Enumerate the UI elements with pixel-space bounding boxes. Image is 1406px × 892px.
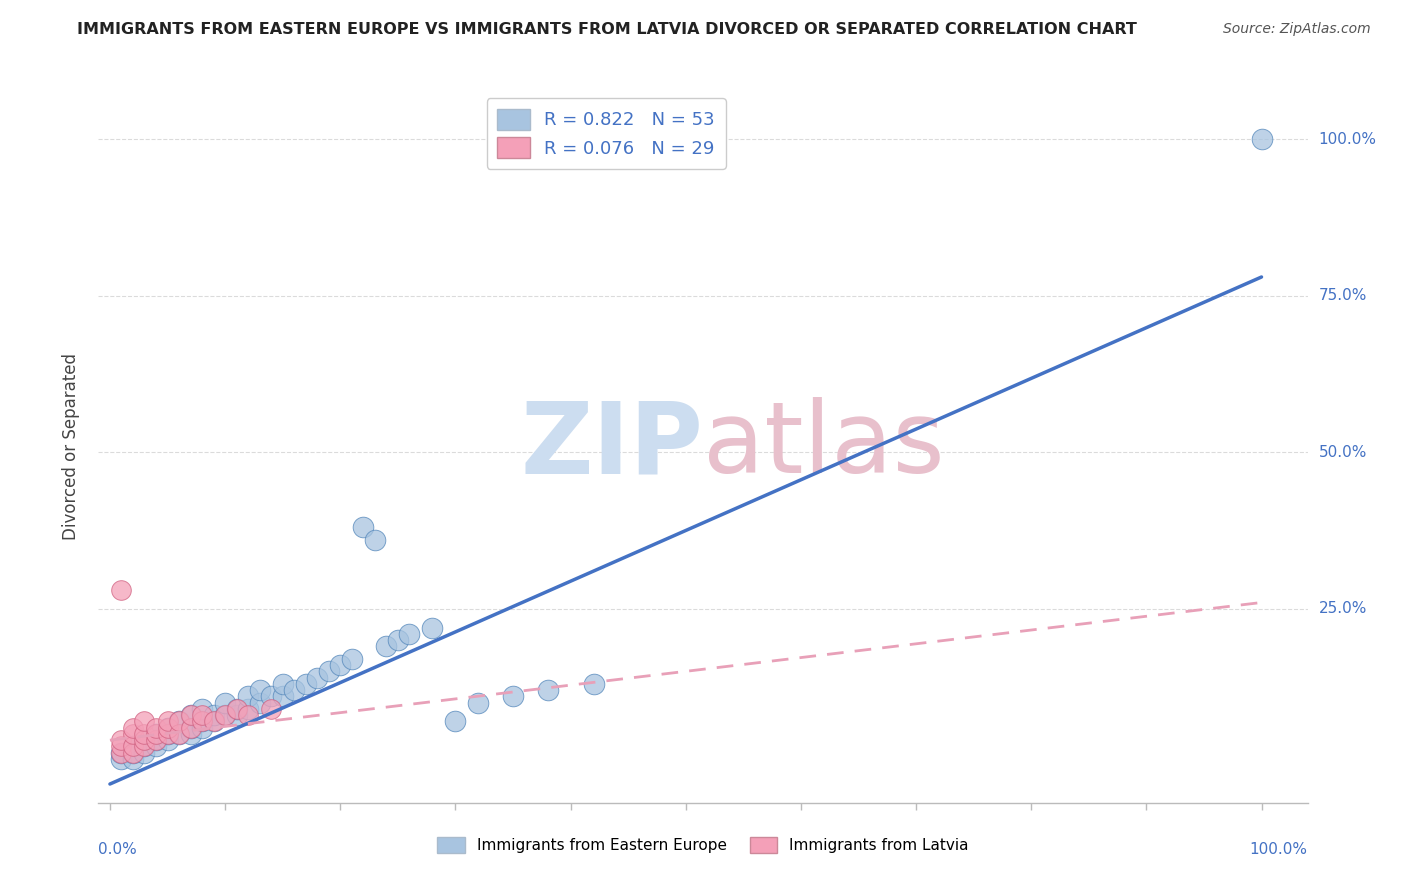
Point: [283, 683, 305, 698]
Point: [156, 733, 179, 747]
Point: [134, 739, 156, 754]
Point: [180, 727, 202, 741]
Point: [134, 727, 156, 741]
Point: [122, 739, 145, 754]
Point: [191, 702, 214, 716]
Text: 100.0%: 100.0%: [1319, 132, 1376, 147]
Point: [145, 721, 167, 735]
Point: [191, 721, 214, 735]
Point: [467, 696, 489, 710]
Point: [110, 733, 132, 747]
Point: [167, 714, 190, 729]
Point: [536, 683, 558, 698]
Point: [191, 714, 214, 729]
Point: [307, 671, 329, 685]
Point: [398, 627, 420, 641]
Point: [340, 652, 363, 666]
Point: [444, 714, 467, 729]
Point: [236, 690, 259, 704]
Point: [225, 702, 247, 716]
Point: [225, 702, 247, 716]
Point: [191, 708, 214, 723]
Point: [214, 708, 236, 723]
Text: 0.0%: 0.0%: [98, 842, 138, 856]
Point: [180, 721, 202, 735]
Text: 50.0%: 50.0%: [1319, 445, 1367, 459]
Point: [236, 702, 259, 716]
Point: [387, 633, 409, 648]
Point: [214, 696, 236, 710]
Point: [375, 640, 398, 654]
Point: [502, 690, 524, 704]
Point: [145, 727, 167, 741]
Point: [249, 696, 271, 710]
Point: [110, 752, 132, 766]
Point: [122, 727, 145, 741]
Point: [271, 677, 294, 691]
Point: [122, 721, 145, 735]
Point: [202, 714, 225, 729]
Point: [167, 714, 190, 729]
Text: atlas: atlas: [703, 398, 945, 494]
Point: [145, 733, 167, 747]
Text: 100.0%: 100.0%: [1250, 842, 1308, 856]
Point: [225, 708, 247, 723]
Point: [134, 739, 156, 754]
Text: Source: ZipAtlas.com: Source: ZipAtlas.com: [1223, 22, 1371, 37]
Text: ZIP: ZIP: [520, 398, 703, 494]
Point: [318, 665, 340, 679]
Point: [156, 727, 179, 741]
Point: [260, 702, 283, 716]
Point: [122, 746, 145, 760]
Point: [122, 746, 145, 760]
Point: [202, 708, 225, 723]
Text: 25.0%: 25.0%: [1319, 601, 1367, 616]
Point: [191, 714, 214, 729]
Point: [110, 746, 132, 760]
Point: [271, 690, 294, 704]
Point: [134, 714, 156, 729]
Point: [156, 714, 179, 729]
Point: [122, 739, 145, 754]
Point: [145, 727, 167, 741]
Point: [364, 533, 387, 547]
Text: 75.0%: 75.0%: [1319, 288, 1367, 303]
Point: [145, 733, 167, 747]
Point: [249, 683, 271, 698]
Point: [110, 739, 132, 754]
Point: [156, 721, 179, 735]
Point: [260, 690, 283, 704]
Point: [110, 582, 132, 597]
Point: [110, 746, 132, 760]
Legend: Immigrants from Eastern Europe, Immigrants from Latvia: Immigrants from Eastern Europe, Immigran…: [432, 831, 974, 859]
Point: [145, 739, 167, 754]
Point: [180, 708, 202, 723]
Point: [167, 727, 190, 741]
Point: [202, 714, 225, 729]
Point: [180, 721, 202, 735]
Point: [122, 752, 145, 766]
Point: [422, 621, 444, 635]
Point: [582, 677, 605, 691]
Point: [180, 708, 202, 723]
Point: [352, 520, 374, 534]
Point: [214, 708, 236, 723]
Point: [236, 708, 259, 723]
Text: IMMIGRANTS FROM EASTERN EUROPE VS IMMIGRANTS FROM LATVIA DIVORCED OR SEPARATED C: IMMIGRANTS FROM EASTERN EUROPE VS IMMIGR…: [77, 22, 1137, 37]
Point: [294, 677, 316, 691]
Point: [156, 721, 179, 735]
Point: [134, 733, 156, 747]
Point: [134, 746, 156, 760]
Point: [167, 727, 190, 741]
Y-axis label: Divorced or Separated: Divorced or Separated: [62, 352, 80, 540]
Point: [1250, 132, 1272, 146]
Point: [329, 658, 352, 673]
Point: [134, 733, 156, 747]
Point: [156, 727, 179, 741]
